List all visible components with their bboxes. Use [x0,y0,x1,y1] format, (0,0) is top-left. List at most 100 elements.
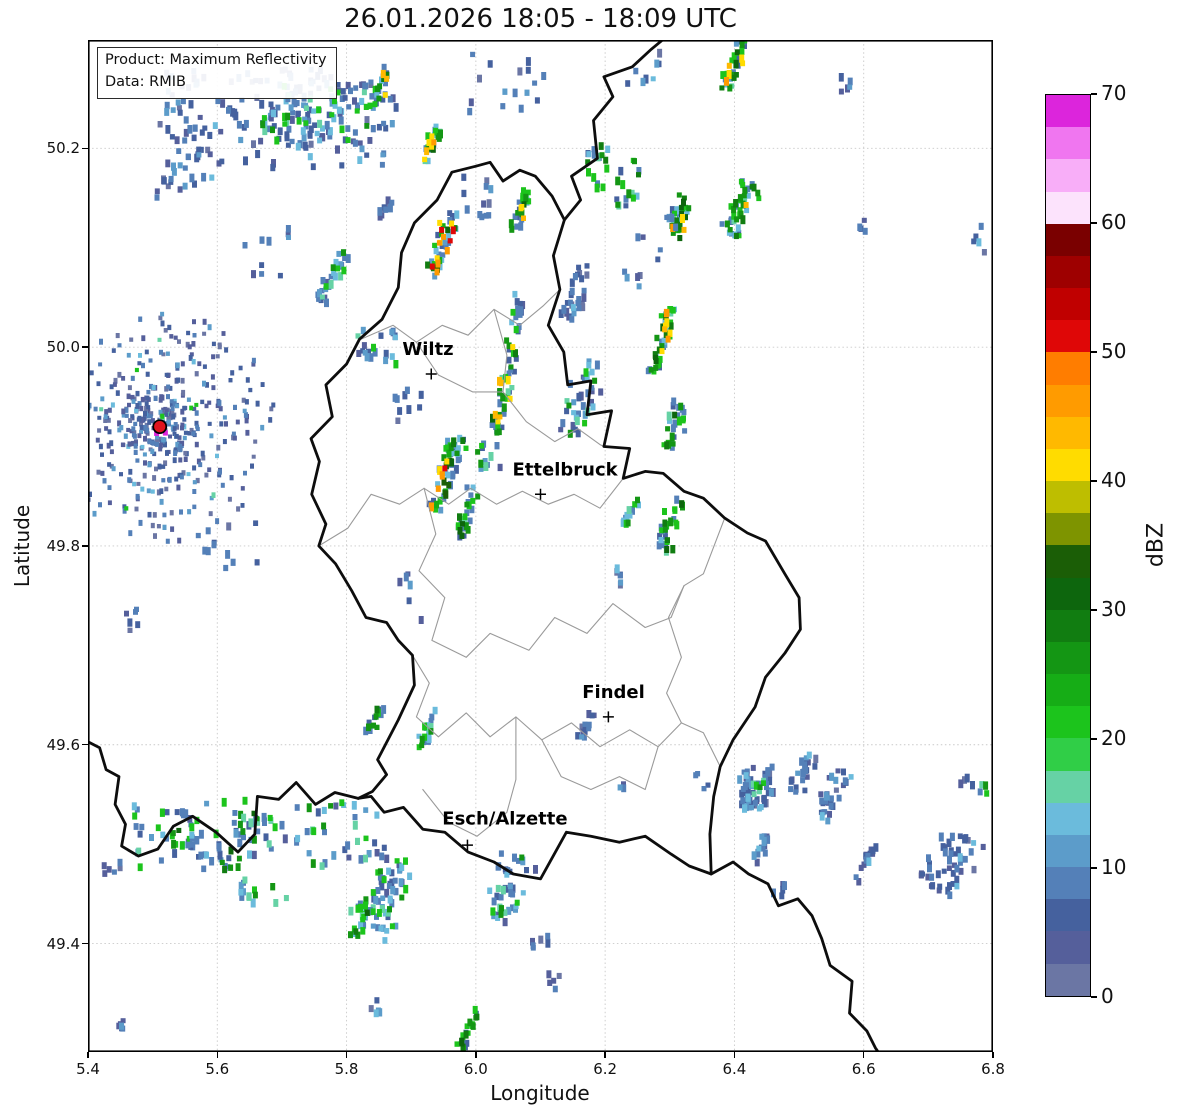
colorbar-band [1046,963,1090,996]
country-border [88,740,360,858]
colorbar-band [1046,802,1090,835]
colorbar-band [1046,288,1090,321]
colorbar-tick-label: 20 [1101,726,1127,750]
colorbar-band [1046,738,1090,771]
colorbar-band [1046,609,1090,642]
x-axis-tick-label: 5.6 [205,1060,230,1078]
colorbar-band [1046,867,1090,900]
x-axis-tick [733,1052,736,1058]
colorbar-band [1046,384,1090,417]
colorbar-band [1046,320,1090,353]
colorbar-band [1046,513,1090,546]
colorbar-tick [1091,867,1097,869]
colorbar-band [1046,674,1090,707]
colorbar-tick [1091,351,1097,353]
product-info-box: Product: Maximum Reflectivity Data: RMIB [97,47,337,99]
x-axis-tick [345,1052,348,1058]
country-border [709,860,880,1052]
city-label: Ettelbruck [513,459,619,480]
page-title: 26.01.2026 18:05 - 18:09 UTC [344,4,737,34]
city-label: Esch/Alzette [442,808,567,829]
colorbar-band [1046,352,1090,385]
x-axis-tick-label: 6.8 [981,1060,1005,1078]
y-axis-tick [82,147,88,150]
colorbar-tick [1091,996,1097,998]
colorbar-tick [1091,93,1097,95]
y-axis-tick [82,942,88,945]
canton-border [422,716,517,837]
colorbar-tick-label: 30 [1101,597,1127,621]
axes-frame [88,40,993,1052]
x-axis-tick [863,1052,865,1058]
colorbar-band [1046,834,1090,868]
city-marker [461,839,473,851]
city-label: Wiltz [402,339,453,360]
x-axis-tick [216,1052,218,1058]
colorbar-band [1046,255,1090,289]
colorbar-tick [1091,738,1097,740]
colorbar-band [1046,899,1090,932]
city-marker [602,711,614,723]
colorbar-tick-label: 40 [1101,468,1127,492]
canton-border [415,341,504,393]
x-axis-label: Longitude [490,1081,590,1105]
colorbar-band [1046,159,1090,192]
colorbar-band [1046,127,1090,160]
map-plot-area: Wiltz Ettelbruck Findel Esch/Alzette Produc… [88,40,993,1052]
x-axis-tick [992,1052,994,1058]
colorbar-tick-label: 50 [1101,339,1127,363]
canton-border [493,308,605,448]
colorbar-tick [1091,480,1097,482]
y-axis-tick [82,744,88,746]
city-marker [535,488,546,500]
colorbar-band [1046,191,1090,224]
colorbar-band [1046,770,1090,803]
colorbar-band [1046,577,1090,610]
city-label: Findel [582,682,645,703]
x-axis-tick-label: 5.4 [76,1060,100,1078]
colorbar-tick [1091,609,1097,611]
y-axis-tick-label: 49.8 [46,536,80,555]
colorbar-band [1046,706,1090,739]
colorbar-tick-label: 70 [1101,81,1127,105]
x-axis-tick-label: 5.8 [334,1060,359,1078]
y-axis-tick-label: 49.4 [46,934,80,953]
colorbar-band [1046,448,1090,482]
canton-border [541,739,659,791]
canton-border [360,288,561,343]
y-axis-tick-label: 50.2 [46,139,80,158]
product-line: Product: Maximum Reflectivity [105,52,327,68]
colorbar-band [1046,931,1090,964]
country-border [563,40,665,222]
colorbar-tick-label: 10 [1101,855,1127,879]
canton-border [666,585,685,724]
colorbar-label: dBZ [1143,522,1169,568]
x-axis-tick-label: 6.6 [851,1060,876,1078]
x-axis-tick-label: 6.0 [463,1060,488,1078]
country-border [309,160,802,881]
colorbar-tick [1091,222,1097,224]
x-axis-tick [87,1052,89,1058]
colorbar-band [1046,545,1090,578]
x-axis-tick-label: 6.2 [593,1060,618,1078]
canton-border [418,487,726,658]
y-axis-tick [82,346,88,348]
x-axis-tick [475,1052,477,1058]
colorbar-tick-label: 0 [1101,984,1114,1008]
data-source-line: Data: RMIB [105,73,186,90]
y-axis-tick-label: 50.0 [46,338,80,357]
colorbar-tick-label: 60 [1101,210,1127,234]
colorbar-band [1046,416,1090,449]
radar-site-marker [152,419,168,435]
colorbar-band [1046,641,1090,675]
y-axis-tick-label: 49.6 [46,735,80,754]
colorbar-band [1046,95,1090,128]
colorbar [1045,94,1091,997]
canton-border [411,654,721,768]
radar-map-svg: Wiltz Ettelbruck Findel Esch/Alzette [88,40,993,1052]
x-axis-tick-label: 6.4 [722,1060,747,1078]
x-axis-tick [604,1052,606,1058]
y-axis-tick [82,545,88,547]
colorbar-band [1046,223,1090,256]
